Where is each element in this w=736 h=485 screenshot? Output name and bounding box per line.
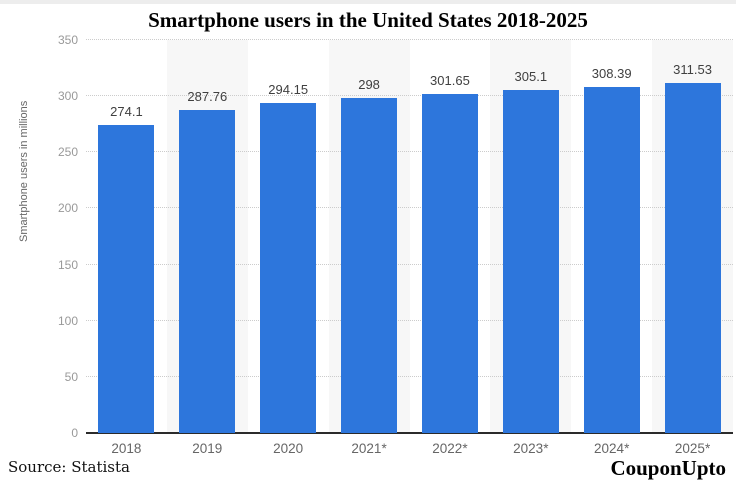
plot-area: 274.1 287.76 294.15 298 301.65 305.1 308.39 311… xyxy=(86,39,733,433)
top-border xyxy=(0,0,736,4)
gridline-250 xyxy=(86,151,733,153)
x-tick-label-2019: 2019 xyxy=(192,441,223,456)
y-tick-label: 250 xyxy=(57,145,78,160)
bar-2018 xyxy=(98,125,155,433)
gridline-200 xyxy=(86,207,733,209)
x-tick-label-2022*: 2022* xyxy=(432,441,468,456)
bar-2021* xyxy=(341,98,398,433)
y-axis-tick-labels: 0 50 100 150 200 250 300 350 xyxy=(0,33,78,440)
value-label-2020: 294.15 xyxy=(268,81,309,97)
x-tick-label-2025*: 2025* xyxy=(674,441,711,456)
value-label-2018: 274.1 xyxy=(110,104,143,120)
source-credit: Source: Statista xyxy=(8,458,130,476)
bar-columns: 274.1 287.76 294.15 298 301.65 305.1 308.39 311… xyxy=(86,40,733,433)
x-axis-tick-labels: 2018 2019 2020 2021* 2022* 2023* 2024* 2025* xyxy=(86,441,733,456)
column-2021*: 298 xyxy=(328,40,410,433)
value-label-2019: 287.76 xyxy=(187,88,228,104)
chart-title: Smartphone users in the United States 20… xyxy=(148,8,588,32)
y-tick-label: 150 xyxy=(57,257,78,272)
y-tick-label: 350 xyxy=(57,33,78,47)
bar-2019 xyxy=(179,109,236,433)
column-2024*: 308.39 xyxy=(571,40,652,433)
bar-2020 xyxy=(260,102,317,433)
gridline-100 xyxy=(86,319,733,321)
gridline-150 xyxy=(86,263,733,265)
column-2018: 274.1 xyxy=(86,40,167,433)
column-2020: 294.15 xyxy=(248,40,329,433)
y-tick-label: 0 xyxy=(71,426,78,440)
gridline-50 xyxy=(86,375,733,377)
x-tick-label-2023*: 2023* xyxy=(513,441,549,456)
value-label-2022*: 301.65 xyxy=(430,73,470,89)
column-2019: 287.76 xyxy=(166,40,248,433)
y-tick-label: 50 xyxy=(64,369,78,384)
value-label-2025*: 311.53 xyxy=(673,62,712,78)
column-2022*: 301.65 xyxy=(410,40,491,433)
value-label-2021*: 298 xyxy=(358,77,380,93)
x-tick-label-2021*: 2021* xyxy=(351,441,387,456)
bar-2023* xyxy=(502,90,559,433)
gridline-350 xyxy=(86,39,733,40)
y-tick-label: 200 xyxy=(57,201,78,216)
x-tick-label-2024*: 2024* xyxy=(594,441,630,456)
bar-2024* xyxy=(583,86,640,433)
x-axis-line xyxy=(86,432,733,434)
column-2023*: 305.1 xyxy=(490,40,572,433)
brand-watermark: CouponUpto xyxy=(610,456,726,480)
bar-2022* xyxy=(421,94,478,433)
bar-2025* xyxy=(664,83,721,433)
y-tick-label: 100 xyxy=(57,313,78,328)
x-tick-label-2018: 2018 xyxy=(111,441,142,456)
value-label-2024*: 308.39 xyxy=(591,65,632,81)
x-tick-label-2020: 2020 xyxy=(273,441,304,456)
column-2025*: 311.53 xyxy=(652,40,733,433)
gridline-300 xyxy=(86,95,733,97)
y-tick-label: 300 xyxy=(57,89,78,104)
value-label-2023*: 305.1 xyxy=(514,69,548,85)
